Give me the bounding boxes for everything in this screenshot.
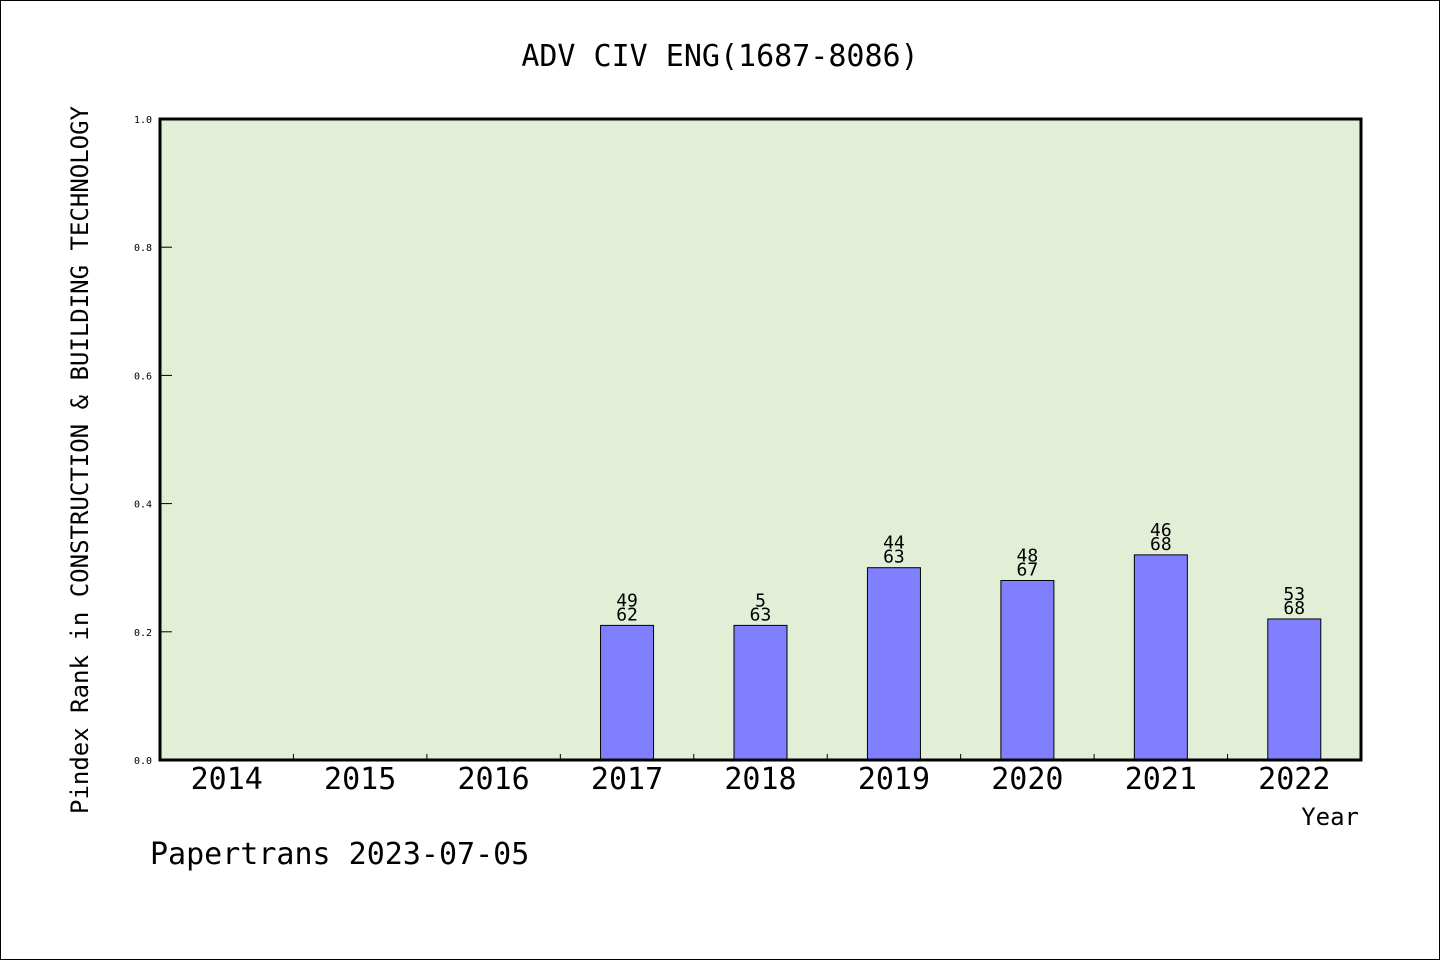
bar-total-label: 67: [1017, 560, 1039, 581]
bar: [733, 624, 788, 761]
x-tick-label: 2022: [1258, 762, 1330, 797]
bar: [600, 624, 655, 761]
bar: [1267, 618, 1322, 761]
bar: [866, 567, 921, 761]
x-axis-label: Year: [1301, 803, 1359, 831]
bar-rank-label: 5: [755, 590, 766, 611]
x-tick-label: 2020: [991, 762, 1063, 797]
x-tick-label: 2014: [191, 762, 263, 797]
y-tick-label: 1.0: [134, 115, 152, 126]
bar-rank-label: 53: [1283, 584, 1305, 605]
bar-rank-label: 46: [1150, 520, 1172, 541]
x-tick-label: 2018: [724, 762, 796, 797]
y-tick-label: 0.2: [134, 628, 152, 639]
bar-rank-label: 49: [616, 590, 638, 611]
y-tick-label: 0.0: [134, 756, 152, 767]
bar: [1000, 580, 1055, 761]
y-tick-label: 0.6: [134, 371, 152, 382]
chart-title: ADV CIV ENG(1687-8086): [521, 39, 918, 74]
bar-rank-label: 44: [883, 533, 905, 554]
bar-total-label: 63: [750, 604, 772, 625]
bar: [1133, 554, 1188, 761]
bar-total-label: 63: [883, 547, 905, 568]
x-tick-label: 2021: [1125, 762, 1197, 797]
footer-credit: Papertrans 2023-07-05: [150, 837, 529, 872]
y-tick-label: 0.4: [134, 500, 152, 511]
bar-total-label: 68: [1283, 598, 1305, 619]
y-tick-label: 0.8: [134, 243, 152, 254]
x-tick-label: 2015: [324, 762, 396, 797]
bar-total-label: 68: [1150, 534, 1172, 555]
x-axis: 2014 2015 2016 2017 2018 2019 2020 2021 2022: [191, 754, 1330, 797]
x-tick-label: 2019: [858, 762, 930, 797]
y-axis-label: Pindex Rank in CONSTRUCTION & BUILDING T…: [66, 105, 94, 814]
plot-border: [158, 117, 1363, 762]
x-tick-label: 2017: [591, 762, 663, 797]
x-tick-label: 2016: [457, 762, 529, 797]
bar-total-label: 62: [616, 604, 638, 625]
bar-rank-label: 48: [1017, 546, 1039, 567]
